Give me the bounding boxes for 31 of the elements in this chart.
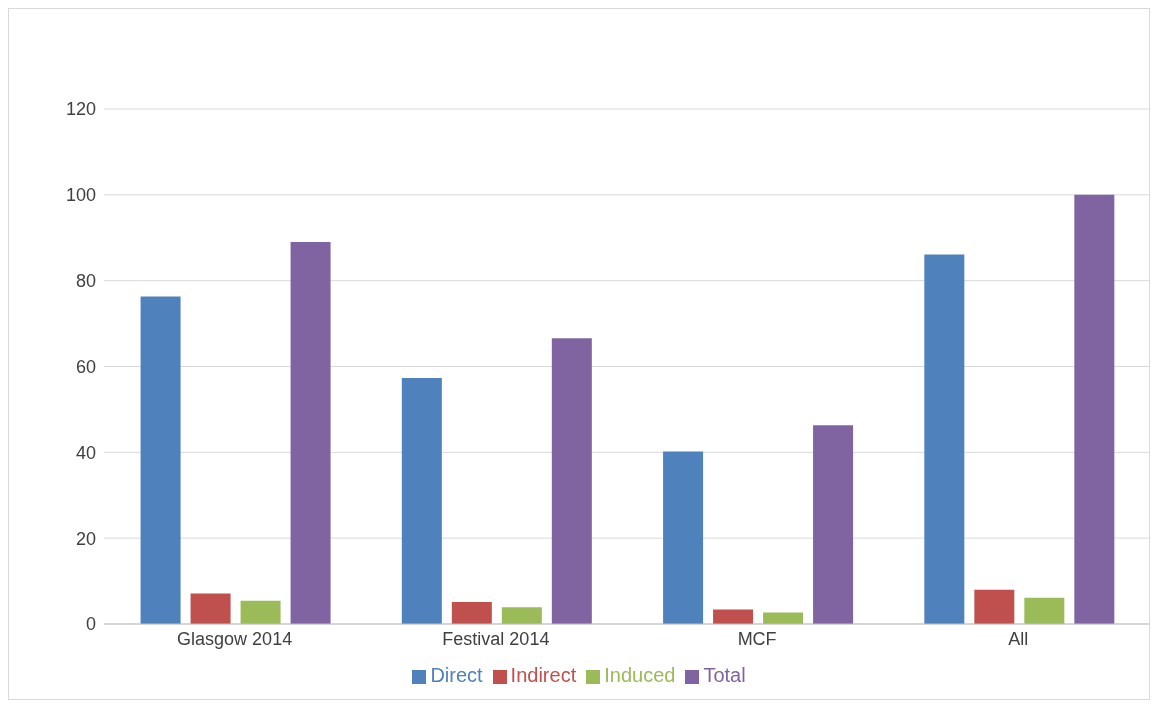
x-tick-label: MCF [737, 628, 777, 649]
y-tick-label: 80 [75, 271, 96, 292]
bar [451, 602, 492, 624]
legend-label: Total [703, 664, 746, 686]
bar [763, 612, 804, 624]
y-tick-label: 120 [65, 99, 96, 120]
bar [190, 593, 231, 624]
y-tick-label: 20 [75, 528, 96, 549]
bar [924, 254, 965, 624]
y-tick-label: 40 [75, 442, 96, 463]
bar [1074, 194, 1115, 624]
bar [1024, 597, 1065, 624]
bar [290, 242, 331, 624]
bar [813, 425, 854, 624]
bar [713, 609, 754, 624]
y-tick-label: 60 [75, 356, 96, 377]
y-tick-label: 0 [85, 614, 96, 635]
bar [663, 451, 704, 624]
legend-label: Indirect [510, 664, 577, 686]
x-tick-label: Glasgow 2014 [177, 628, 293, 649]
bar [974, 589, 1015, 624]
bar [140, 296, 181, 624]
legend-label: Induced [604, 664, 676, 686]
bar [240, 600, 281, 624]
x-tick-label: Festival 2014 [442, 628, 550, 649]
bar [551, 338, 592, 624]
bar [501, 607, 542, 624]
y-tick-label: 100 [65, 185, 96, 206]
bar [401, 378, 442, 624]
legend-label: Direct [430, 664, 483, 686]
x-tick-label: All [1008, 628, 1029, 649]
